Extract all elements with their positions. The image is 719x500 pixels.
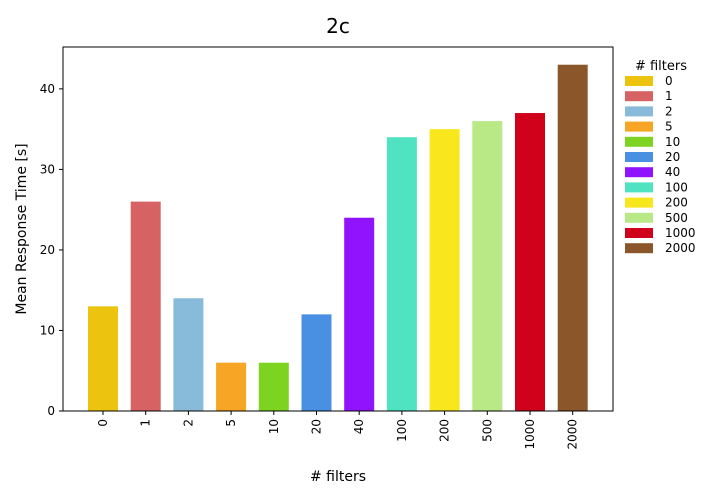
legend-swatch-40 — [625, 167, 653, 178]
bar-20 — [301, 314, 332, 411]
legend-swatch-100 — [625, 182, 653, 193]
legend-label-20: 20 — [665, 150, 680, 164]
legend-swatch-200 — [625, 197, 653, 208]
x-axis-label: # filters — [310, 469, 366, 485]
y-tick-label-40: 40 — [40, 82, 55, 96]
legend-label-200: 200 — [665, 196, 688, 210]
x-tick-label-2: 2 — [181, 419, 195, 427]
x-tick-label-1: 1 — [139, 419, 153, 427]
legend-swatch-500 — [625, 212, 653, 223]
legend-swatch-1 — [625, 91, 653, 102]
y-ticks-group: 0 10 20 30 40 — [40, 82, 63, 418]
legend-swatch-2000 — [625, 243, 653, 254]
legend-swatch-5 — [625, 121, 653, 132]
legend-label-1: 1 — [665, 89, 673, 103]
bar-1000 — [515, 113, 545, 411]
legend-label-2: 2 — [665, 104, 673, 118]
bar-2000 — [557, 64, 588, 412]
bar-1 — [130, 201, 161, 411]
x-tick-label-20: 20 — [310, 419, 324, 434]
x-tick-label-10: 10 — [267, 419, 281, 434]
legend-label-0: 0 — [665, 74, 673, 88]
legend-label-2000: 2000 — [665, 241, 696, 255]
x-tick-label-500: 500 — [480, 419, 494, 442]
bar-40 — [344, 217, 375, 411]
legend-label-100: 100 — [665, 180, 688, 194]
y-axis-label: Mean Response Time [s] — [14, 143, 30, 314]
legend-swatch-1000 — [625, 228, 653, 238]
x-tick-label-0: 0 — [96, 419, 110, 427]
legend-swatch-2 — [625, 106, 653, 117]
bar-200 — [429, 129, 460, 411]
x-tick-label-200: 200 — [438, 419, 452, 442]
legend-label-1000: 1000 — [665, 226, 696, 240]
legend-label-5: 5 — [665, 120, 673, 134]
bar-0 — [88, 306, 118, 411]
x-tick-label-40: 40 — [352, 419, 366, 434]
bar-10 — [258, 362, 289, 411]
x-tick-label-100: 100 — [395, 419, 409, 442]
y-tick-label-30: 30 — [40, 162, 55, 176]
plot-frame — [62, 46, 614, 412]
chart-title: 2c — [326, 14, 350, 38]
legend-label-40: 40 — [665, 165, 680, 179]
legend-swatch-20 — [625, 152, 653, 162]
legend-swatch-10 — [625, 136, 653, 147]
y-tick-label-20: 20 — [40, 243, 55, 257]
bar-100 — [386, 137, 417, 411]
bar-5 — [216, 362, 247, 411]
x-tick-label-5: 5 — [224, 419, 238, 427]
x-tick-label-2000: 2000 — [566, 419, 580, 450]
bars-group — [88, 64, 588, 412]
x-ticks-group: 0 1 2 5 10 20 40 100 200 500 1000 2000 — [96, 411, 580, 450]
x-tick-label-1000: 1000 — [523, 419, 537, 450]
legend-label-500: 500 — [665, 211, 688, 225]
legend-title: # filters — [635, 59, 687, 74]
y-tick-label-10: 10 — [40, 323, 55, 337]
y-tick-label-0: 0 — [47, 404, 55, 418]
legend-label-10: 10 — [665, 135, 680, 149]
bar-2 — [173, 298, 204, 411]
legend-swatch-0 — [625, 76, 653, 86]
bar-500 — [472, 121, 503, 411]
